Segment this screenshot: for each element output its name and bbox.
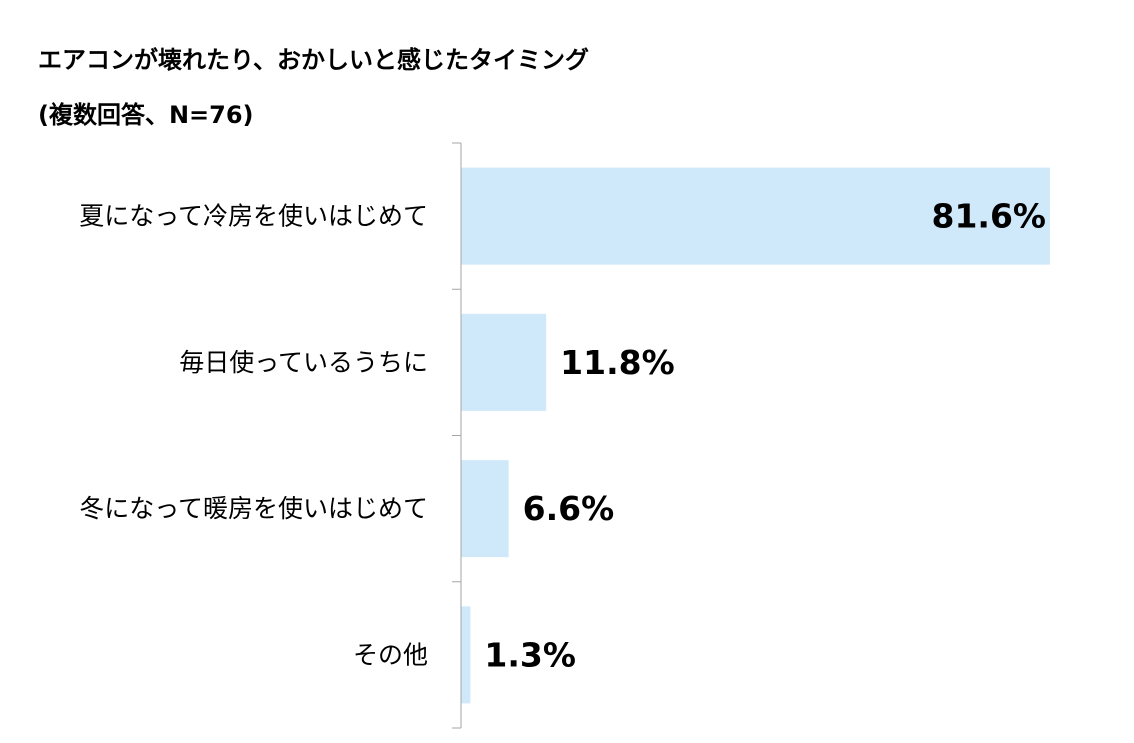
data-label: 11.8% [560, 343, 675, 382]
category-label: 冬になって暖房を使いはじめて [79, 494, 428, 523]
chart-subtitle: (複数回答、N=76) [38, 101, 254, 129]
bar [461, 167, 1050, 265]
category-label: 夏になって冷房を使いはじめて [79, 202, 428, 231]
bar [461, 606, 471, 704]
category-label: その他 [353, 640, 428, 669]
data-label: 1.3% [484, 635, 576, 674]
bar [461, 313, 547, 411]
category-label: 毎日使っているうちに [179, 348, 428, 377]
bar [461, 460, 509, 558]
data-label: 81.6% [932, 197, 1047, 236]
data-label: 6.6% [523, 489, 615, 528]
chart-title: エアコンが壊れたり、おかしいと感じたタイミング [38, 46, 590, 74]
